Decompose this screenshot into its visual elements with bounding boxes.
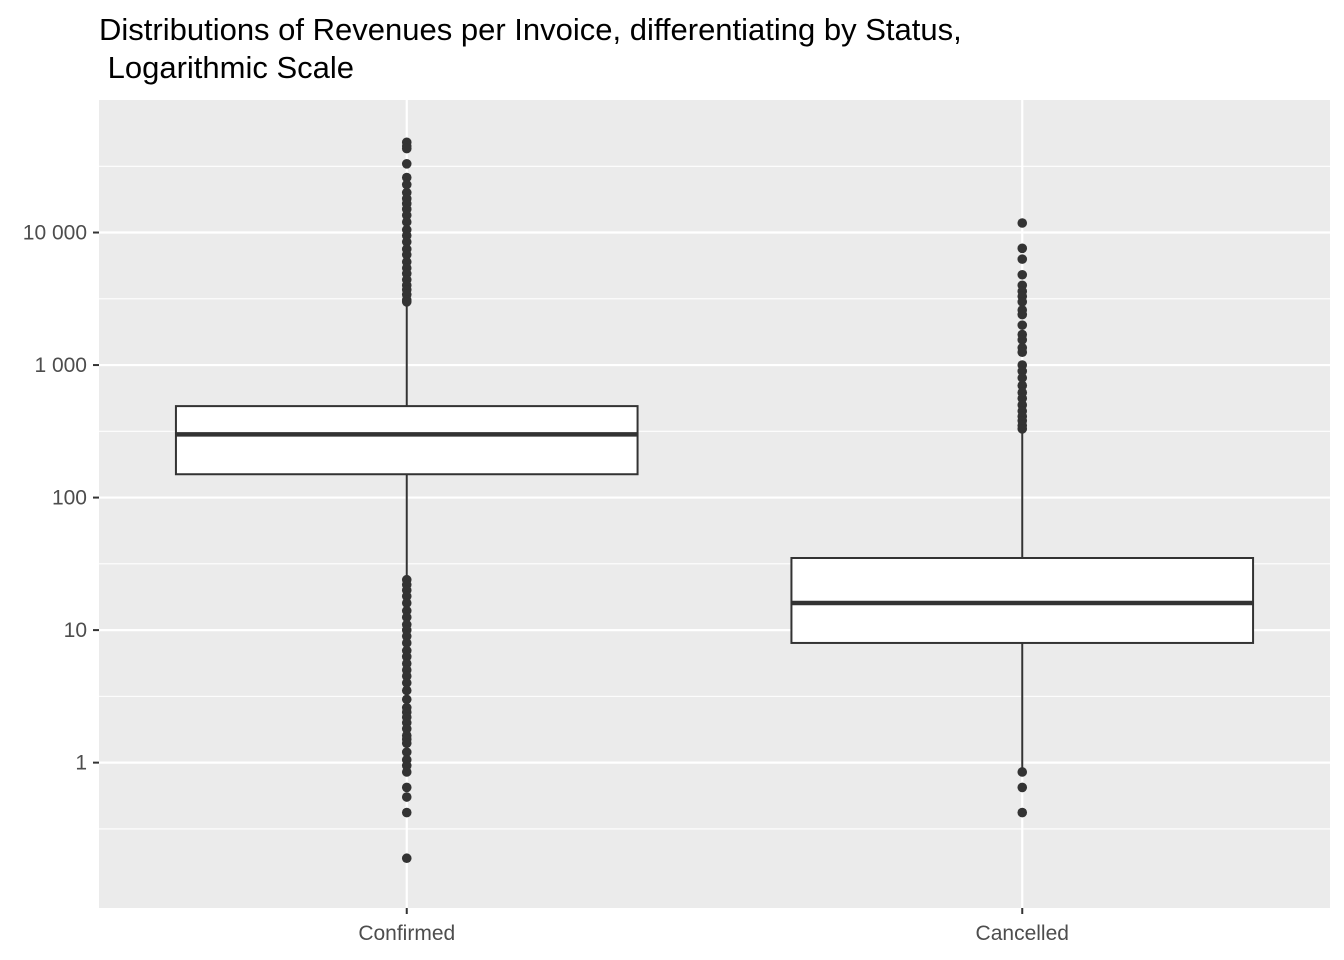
box-layer: [174, 137, 1255, 864]
outlier-point: [1017, 269, 1028, 280]
outlier-point: [401, 217, 412, 227]
outlier-point: [1017, 309, 1028, 320]
outlier-point: [401, 297, 412, 307]
outlier-point: [401, 807, 412, 818]
outlier-point: [401, 724, 412, 734]
outlier-point: [1017, 254, 1028, 264]
outlier-point: [401, 591, 412, 602]
outlier-point: [401, 249, 412, 260]
chart-title-line-1: Distributions of Revenues per Invoice, d…: [99, 12, 962, 47]
outlier-point: [401, 210, 412, 221]
outlier-point: [401, 638, 412, 648]
outlier-point: [1017, 373, 1028, 383]
outlier-point: [401, 612, 412, 623]
plot-panel: [99, 100, 1330, 908]
outlier-point: [1017, 366, 1028, 376]
outlier-point: [401, 767, 412, 777]
outlier-point: [1017, 807, 1028, 818]
box-cancelled: [790, 218, 1255, 818]
y-tick-label: 10 000: [23, 222, 87, 245]
outlier-point: [401, 143, 412, 154]
outlier-point: [401, 694, 412, 705]
outlier-point: [401, 237, 412, 247]
y-axis: 1 10 100 1 000 10 000: [23, 222, 99, 775]
outlier-point: [1017, 424, 1028, 434]
chart-title: Distributions of Revenues per Invoice, d…: [99, 11, 962, 87]
outlier-point: [1017, 347, 1028, 358]
outlier-point: [401, 738, 412, 749]
x-tick-label-confirmed: Confirmed: [358, 922, 455, 945]
outlier-point: [401, 853, 412, 864]
box-confirmed: [174, 137, 639, 864]
x-axis: Confirmed Cancelled: [358, 908, 1069, 945]
outlier-point: [401, 678, 412, 688]
y-tick-label: 100: [52, 487, 87, 510]
outlier-point: [1017, 297, 1028, 307]
y-tick-label: 1 000: [34, 354, 87, 377]
outlier-point: [401, 792, 412, 802]
box-iqr: [790, 557, 1255, 644]
x-tick-label-cancelled: Cancelled: [976, 922, 1069, 945]
outlier-point: [401, 631, 412, 641]
outlier-point: [1017, 243, 1028, 254]
outlier-point: [401, 747, 412, 757]
outlier-point: [1017, 218, 1028, 228]
outlier-point: [1017, 335, 1028, 345]
outlier-point: [401, 172, 412, 183]
outlier-point: [401, 598, 412, 608]
outlier-point: [1017, 782, 1028, 793]
y-tick-label: 1: [75, 752, 87, 775]
box-iqr: [174, 405, 639, 476]
outlier-point: [401, 782, 412, 793]
chart-title-line-2: Logarithmic Scale: [99, 50, 355, 85]
outlier-point: [401, 651, 412, 662]
outlier-point: [401, 671, 412, 681]
outlier-point: [1017, 320, 1028, 330]
outlier-point: [401, 179, 412, 190]
outlier-point: [401, 159, 412, 169]
outlier-point: [1017, 767, 1028, 777]
y-tick-label: 10: [64, 619, 87, 642]
outlier-point: [401, 685, 412, 696]
outlier-point: [1017, 380, 1028, 391]
